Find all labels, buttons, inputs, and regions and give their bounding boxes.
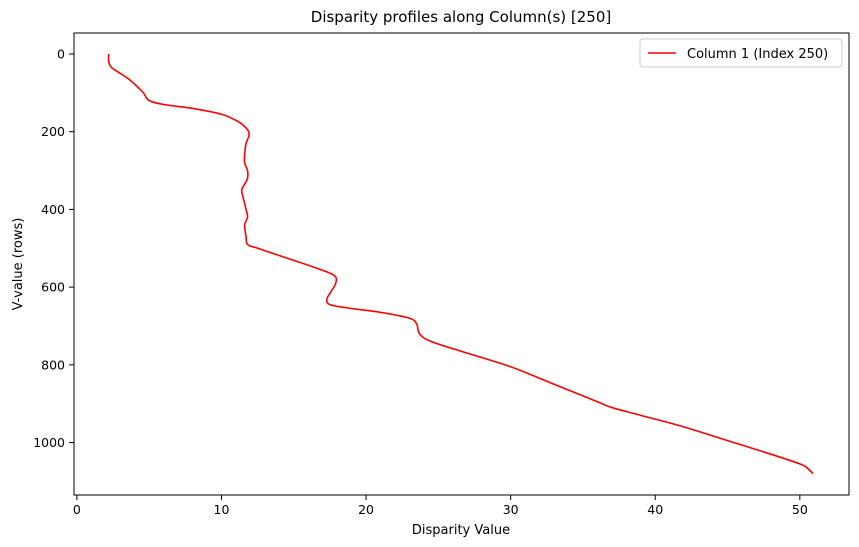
x-tick-label: 30 bbox=[503, 502, 519, 517]
series-line-1 bbox=[107, 53, 814, 475]
x-tick-label: 10 bbox=[214, 502, 230, 517]
legend: Column 1 (Index 250) bbox=[639, 38, 843, 68]
legend-entry-label: Column 1 (Index 250) bbox=[687, 47, 828, 62]
x-axis-ticks: 0 10 20 30 40 50 bbox=[73, 495, 808, 517]
plot-frame bbox=[73, 32, 850, 496]
y-axis-label: V-value (rows) bbox=[11, 218, 26, 311]
y-tick-label: 200 bbox=[41, 124, 65, 139]
x-axis-label: Disparity Value bbox=[412, 523, 510, 538]
x-tick-label: 50 bbox=[792, 502, 808, 517]
y-tick-label: 0 bbox=[57, 46, 65, 61]
y-axis-ticks: 0 200 400 600 800 1000 bbox=[33, 46, 74, 450]
chart-title: Disparity profiles along Column(s) [250] bbox=[311, 8, 611, 26]
y-tick-label: 1000 bbox=[33, 435, 65, 450]
series-layer bbox=[107, 53, 814, 475]
x-tick-label: 0 bbox=[73, 502, 81, 517]
y-tick-label: 400 bbox=[41, 202, 65, 217]
x-tick-label: 20 bbox=[358, 502, 374, 517]
y-tick-label: 800 bbox=[41, 357, 65, 372]
legend-box bbox=[639, 38, 843, 68]
x-tick-label: 40 bbox=[647, 502, 663, 517]
y-tick-label: 600 bbox=[41, 280, 65, 295]
